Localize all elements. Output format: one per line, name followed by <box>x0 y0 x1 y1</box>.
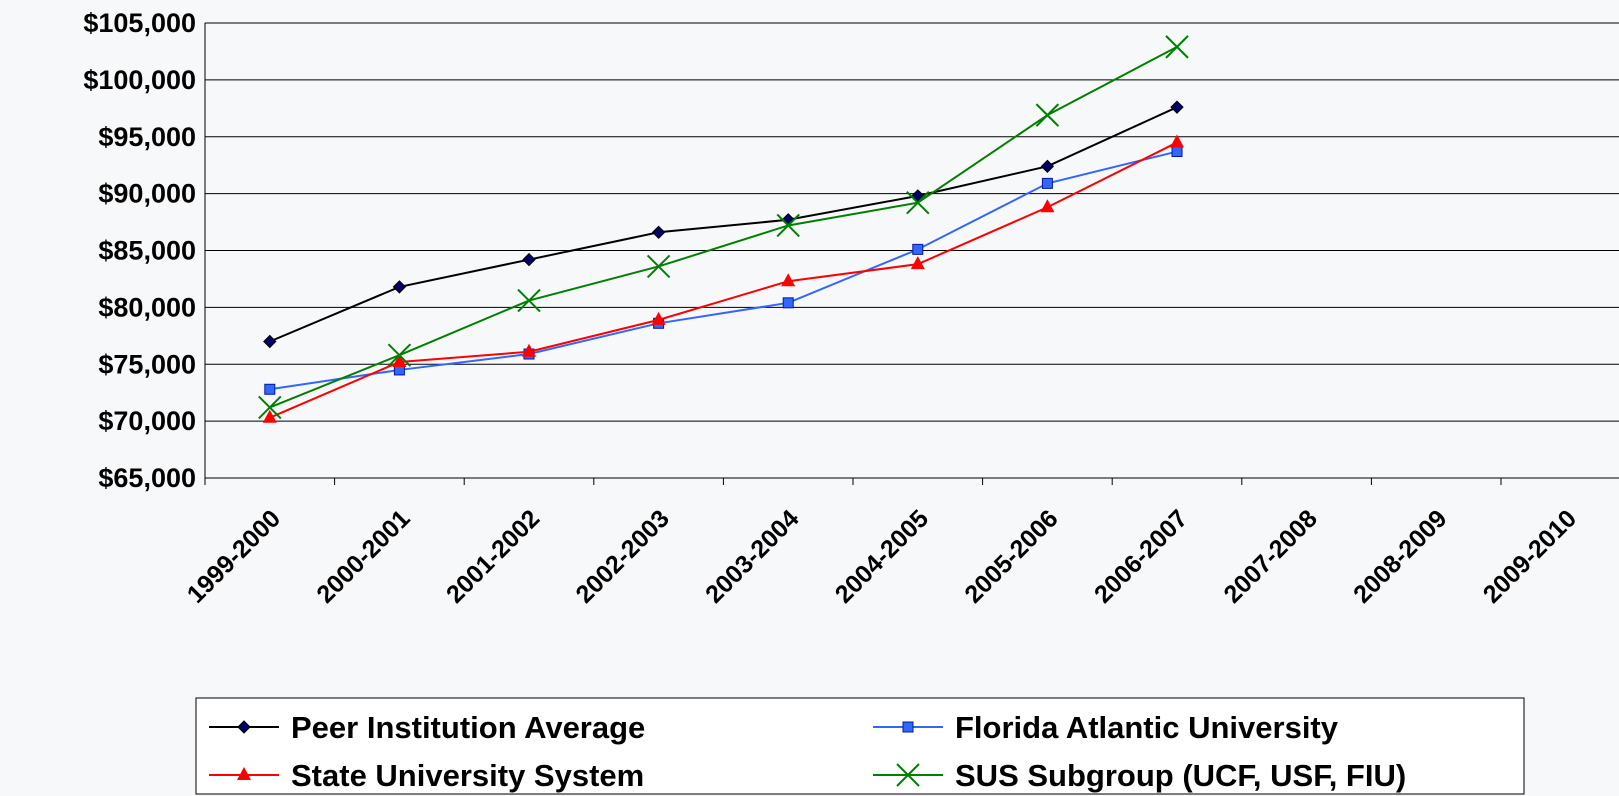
marker <box>1041 177 1053 189</box>
marker <box>781 273 796 287</box>
marker <box>906 191 930 215</box>
marker <box>258 395 282 420</box>
marker <box>651 311 666 325</box>
x-tick-label: 2004-2005 <box>830 504 934 608</box>
marker <box>1040 159 1055 174</box>
marker <box>1170 134 1184 148</box>
x-tick-label: 2001-2002 <box>441 504 545 608</box>
marker <box>1165 35 1189 59</box>
marker <box>910 256 925 270</box>
marker <box>651 225 666 240</box>
x-tick-label: 2007-2008 <box>1219 504 1323 608</box>
series-line <box>269 141 1178 419</box>
marker <box>237 720 251 734</box>
marker <box>646 254 671 279</box>
marker <box>896 763 920 787</box>
x-tick-label: 2003-2004 <box>700 504 804 608</box>
marker <box>517 288 541 313</box>
x-tick-label: 2009-2010 <box>1478 504 1582 608</box>
marker <box>522 343 536 357</box>
y-tick-label: $80,000 <box>98 292 196 322</box>
x-tick-label: 2000-2001 <box>311 504 415 608</box>
series-line <box>269 46 1178 409</box>
legend-label: SUS Subgroup (UCF, USF, FIU) <box>955 758 1406 793</box>
y-tick-label: $70,000 <box>98 406 196 436</box>
y-tick-label: $90,000 <box>98 179 196 209</box>
marker <box>392 353 407 367</box>
y-tick-label: $105,000 <box>83 8 196 38</box>
legend-label: Florida Atlantic University <box>955 710 1339 745</box>
marker <box>237 767 251 780</box>
marker <box>776 213 800 238</box>
marker <box>522 252 536 267</box>
series-line <box>269 150 1178 391</box>
legend-label: State University System <box>291 758 644 793</box>
marker <box>902 721 914 733</box>
marker <box>1170 100 1184 114</box>
y-tick-label: $100,000 <box>83 65 196 95</box>
x-tick-label: 2002-2003 <box>571 504 675 608</box>
x-tick-label: 2008-2009 <box>1348 504 1452 608</box>
marker <box>264 383 276 395</box>
legend: Peer Institution Average Florida Atlantic… <box>195 697 1525 795</box>
x-tick-label: 2005-2006 <box>959 504 1063 608</box>
marker <box>1040 199 1055 213</box>
marker <box>387 343 412 367</box>
y-tick-label: $65,000 <box>98 463 196 493</box>
y-tick-label: $75,000 <box>98 349 196 379</box>
marker <box>392 280 407 294</box>
marker <box>263 334 277 349</box>
marker <box>262 409 277 423</box>
series-line <box>269 106 1178 343</box>
marker <box>912 243 924 255</box>
marker <box>1035 103 1060 127</box>
x-tick-label: 1999-2000 <box>182 504 286 608</box>
marker <box>1171 146 1183 158</box>
y-tick-label: $85,000 <box>98 236 196 266</box>
legend-box <box>195 697 1525 795</box>
x-tick-label: 2006-2007 <box>1089 504 1193 608</box>
marker <box>782 297 794 309</box>
y-tick-label: $95,000 <box>98 122 196 152</box>
legend-label: Peer Institution Average <box>291 710 645 745</box>
